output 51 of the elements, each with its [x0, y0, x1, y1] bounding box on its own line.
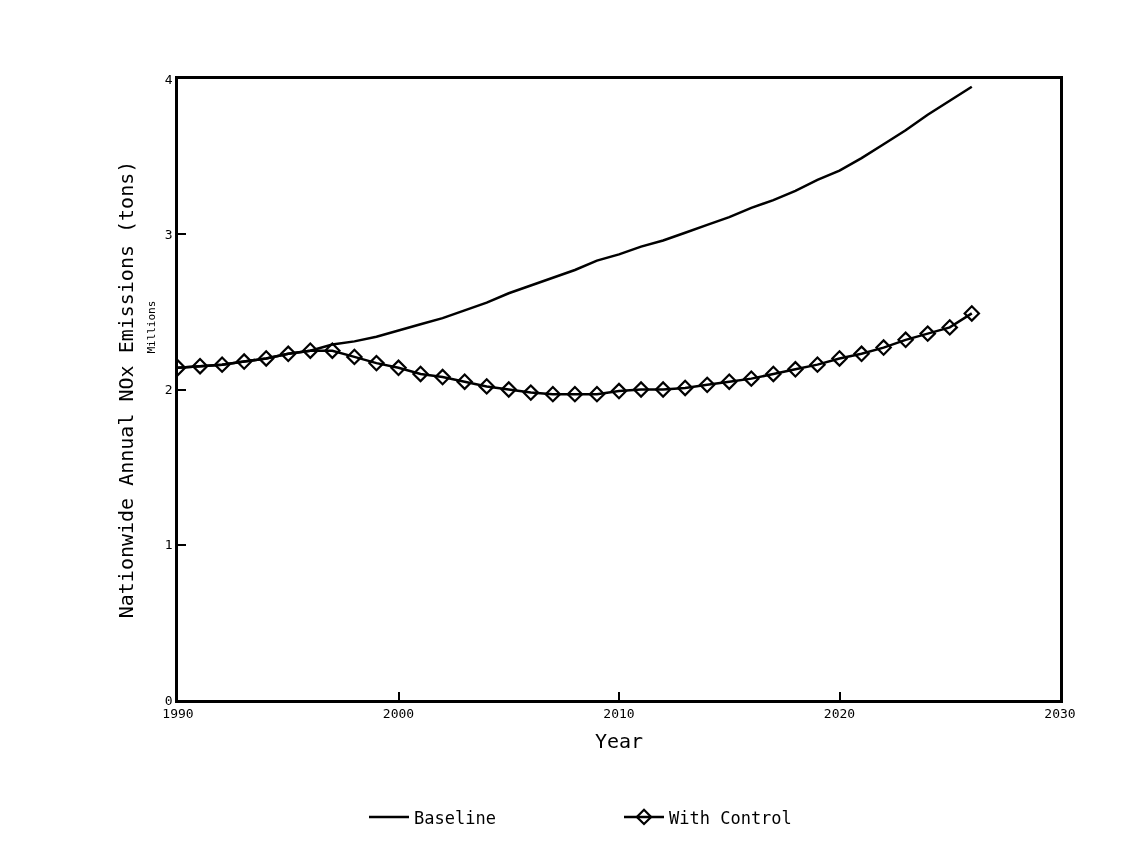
point [566, 385, 584, 403]
point [721, 373, 738, 390]
point [544, 385, 562, 403]
point [434, 368, 451, 386]
point [787, 361, 804, 378]
text: Millions [144, 300, 158, 354]
point [213, 356, 231, 373]
point [390, 359, 407, 377]
point [235, 353, 253, 370]
point [875, 339, 892, 356]
legend-label: With Control [669, 807, 792, 828]
point [478, 378, 495, 395]
y-tick-label: 4 [164, 71, 173, 87]
point [809, 356, 826, 373]
y-tick-label: 0 [164, 692, 173, 708]
point [257, 350, 275, 367]
point [412, 365, 429, 383]
point [191, 357, 209, 375]
point [654, 381, 672, 398]
point [831, 350, 848, 367]
point [610, 382, 628, 400]
point [853, 345, 870, 363]
point [456, 373, 473, 390]
point [368, 354, 385, 372]
point [963, 305, 981, 322]
x-tick-label: 2030 [1044, 706, 1076, 722]
point [632, 381, 650, 398]
legend-label: Baseline [414, 807, 496, 828]
point [324, 342, 341, 359]
x-tick-label: 2010 [603, 706, 635, 722]
x-tick-label: 1990 [162, 706, 194, 722]
point [897, 331, 914, 349]
x-axis-title: Year [594, 728, 644, 753]
point [743, 370, 760, 387]
point [522, 384, 540, 401]
point [588, 385, 606, 403]
y-tick-label: 3 [164, 226, 173, 242]
point [941, 319, 958, 336]
point [919, 325, 936, 342]
point [676, 379, 694, 397]
point [280, 345, 297, 363]
point [698, 376, 716, 394]
point [346, 348, 363, 366]
point [302, 342, 319, 359]
y-tick-label: 2 [164, 382, 173, 398]
point [500, 381, 517, 398]
x-tick-label: 2020 [823, 706, 856, 722]
y-tick-label: 1 [164, 537, 173, 553]
point [765, 365, 782, 383]
y-axis-title: Nationwide Annual NOx Emissions (tons) [114, 160, 139, 619]
x-tick-label: 2000 [382, 706, 415, 722]
